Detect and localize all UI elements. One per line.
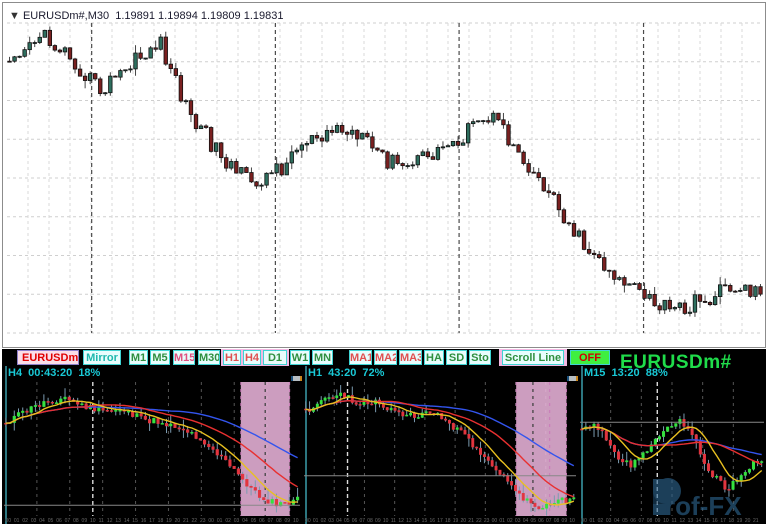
- svg-text:02: 02: [321, 518, 327, 524]
- svg-text:13: 13: [115, 518, 121, 524]
- svg-text:08: 08: [554, 518, 560, 524]
- svg-text:00: 00: [305, 518, 311, 524]
- svg-text:06: 06: [56, 518, 62, 524]
- svg-text:06: 06: [630, 518, 636, 524]
- svg-text:19: 19: [166, 518, 172, 524]
- svg-text:07: 07: [268, 518, 274, 524]
- svg-text:03: 03: [234, 518, 240, 524]
- svg-text:08: 08: [276, 518, 282, 524]
- svg-text:04: 04: [242, 518, 248, 524]
- svg-text:01: 01: [499, 518, 505, 524]
- svg-text:10: 10: [90, 518, 96, 524]
- svg-text:10: 10: [293, 518, 299, 524]
- svg-text:07: 07: [546, 518, 552, 524]
- svg-text:08: 08: [73, 518, 79, 524]
- svg-text:10: 10: [569, 518, 575, 524]
- svg-text:11: 11: [99, 518, 104, 524]
- svg-text:01: 01: [589, 518, 595, 524]
- svg-text:14: 14: [124, 518, 130, 524]
- svg-text:00: 00: [208, 518, 214, 524]
- svg-text:05: 05: [344, 518, 350, 524]
- svg-text:05: 05: [251, 518, 257, 524]
- svg-text:04: 04: [523, 518, 529, 524]
- svg-text:22: 22: [192, 518, 198, 524]
- svg-text:20: 20: [461, 518, 467, 524]
- svg-text:19: 19: [453, 518, 459, 524]
- svg-text:09: 09: [82, 518, 88, 524]
- svg-text:20: 20: [175, 518, 181, 524]
- svg-text:07: 07: [360, 518, 366, 524]
- svg-text:17: 17: [437, 518, 443, 524]
- svg-text:12: 12: [398, 518, 404, 524]
- svg-text:21: 21: [468, 518, 474, 524]
- svg-text:17: 17: [149, 518, 155, 524]
- svg-text:03: 03: [515, 518, 521, 524]
- svg-text:11: 11: [391, 518, 396, 524]
- svg-text:06: 06: [259, 518, 265, 524]
- svg-text:23: 23: [484, 518, 490, 524]
- svg-text:09: 09: [285, 518, 291, 524]
- svg-text:01: 01: [313, 518, 319, 524]
- svg-text:02: 02: [22, 518, 28, 524]
- svg-text:07: 07: [639, 518, 645, 524]
- svg-text:14: 14: [414, 518, 420, 524]
- svg-text:05: 05: [48, 518, 54, 524]
- svg-text:15: 15: [422, 518, 428, 524]
- svg-text:rof-FX: rof-FX: [665, 491, 742, 521]
- svg-text:08: 08: [367, 518, 373, 524]
- svg-text:00: 00: [492, 518, 498, 524]
- svg-text:09: 09: [375, 518, 381, 524]
- svg-text:04: 04: [39, 518, 45, 524]
- svg-text:06: 06: [538, 518, 544, 524]
- svg-text:00: 00: [5, 518, 11, 524]
- svg-text:04: 04: [614, 518, 620, 524]
- svg-text:15: 15: [132, 518, 138, 524]
- svg-text:06: 06: [352, 518, 358, 524]
- svg-text:00: 00: [581, 518, 587, 524]
- svg-text:03: 03: [31, 518, 37, 524]
- svg-text:09: 09: [562, 518, 568, 524]
- svg-text:03: 03: [606, 518, 612, 524]
- svg-text:07: 07: [65, 518, 71, 524]
- svg-text:13: 13: [406, 518, 412, 524]
- svg-text:16: 16: [141, 518, 147, 524]
- svg-text:16: 16: [429, 518, 435, 524]
- svg-text:22: 22: [476, 518, 482, 524]
- svg-text:01: 01: [14, 518, 20, 524]
- svg-text:02: 02: [598, 518, 604, 524]
- svg-text:03: 03: [328, 518, 334, 524]
- svg-text:04: 04: [336, 518, 342, 524]
- svg-text:05: 05: [530, 518, 536, 524]
- svg-text:12: 12: [107, 518, 113, 524]
- svg-text:01: 01: [217, 518, 223, 524]
- svg-text:23: 23: [200, 518, 206, 524]
- svg-text:21: 21: [183, 518, 189, 524]
- svg-text:18: 18: [158, 518, 164, 524]
- svg-text:02: 02: [507, 518, 513, 524]
- svg-text:18: 18: [445, 518, 451, 524]
- svg-text:10: 10: [383, 518, 389, 524]
- svg-text:02: 02: [225, 518, 231, 524]
- svg-text:05: 05: [622, 518, 628, 524]
